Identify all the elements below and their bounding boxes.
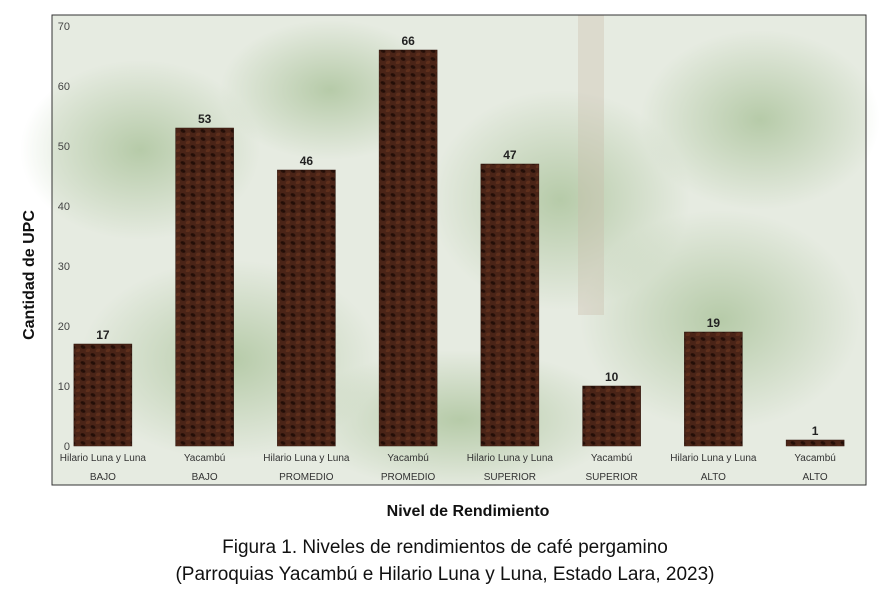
bar [378, 49, 438, 447]
data-label: 47 [503, 148, 517, 162]
x-tick-label-line1: Hilario Luna y Luna [467, 453, 554, 464]
x-tick-label-line2: ALTO [701, 472, 726, 483]
x-tick-label-line2: PROMEDIO [279, 472, 334, 483]
y-axis-ticks: 0 10 20 30 40 50 60 70 [58, 21, 70, 453]
bar [73, 343, 133, 447]
x-tick-label-line1: Hilario Luna y Luna [670, 453, 757, 464]
x-tick-label-line1: Yacambú [794, 453, 836, 464]
x-tick-label-line1: Yacambú [591, 453, 633, 464]
data-label: 1 [812, 424, 819, 438]
figure-caption-line-1: Figura 1. Niveles de rendimientos de caf… [222, 537, 668, 558]
y-tick-label: 0 [64, 441, 70, 453]
bar [175, 127, 234, 447]
x-tick-label-line2: BAJO [90, 472, 116, 483]
x-tick-label-line2: BAJO [192, 472, 218, 483]
x-tick-label-line1: Yacambú [387, 453, 429, 464]
y-tick-label: 40 [58, 201, 70, 213]
data-label: 66 [401, 34, 415, 48]
y-tick-label: 30 [58, 261, 70, 273]
y-tick-label: 10 [58, 381, 70, 393]
plot-background [20, 14, 880, 490]
x-tick-label-line2: SUPERIOR [586, 472, 638, 483]
y-tick-label: 60 [58, 81, 70, 93]
x-axis-ticks: Hilario Luna y Luna BAJO Yacambú BAJO Hilari… [60, 453, 836, 483]
data-label: 17 [96, 328, 110, 342]
figure-caption-line-2: (Parroquias Yacambú e Hilario Luna y Lun… [175, 564, 715, 585]
bar [582, 385, 641, 447]
y-axis-label: Cantidad de UPC [21, 210, 38, 340]
x-tick-label-line1: Yacambú [184, 453, 226, 464]
data-labels: 17 53 46 66 47 10 19 1 [96, 34, 819, 438]
bars [73, 49, 845, 447]
x-tick-label-line2: PROMEDIO [381, 472, 436, 483]
data-label: 10 [605, 370, 619, 384]
bar [684, 331, 743, 447]
data-label: 19 [707, 316, 721, 330]
y-tick-label: 50 [58, 141, 70, 153]
bar [277, 169, 336, 447]
y-tick-label: 70 [58, 21, 70, 33]
data-label: 46 [300, 154, 314, 168]
bar [480, 163, 540, 447]
y-tick-label: 20 [58, 321, 70, 333]
x-tick-label-line1: Hilario Luna y Luna [263, 453, 350, 464]
x-axis-label: Nivel de Rendimiento [387, 503, 550, 520]
x-tick-label-line2: SUPERIOR [484, 472, 536, 483]
x-tick-label-line1: Hilario Luna y Luna [60, 453, 147, 464]
x-tick-label-line2: ALTO [803, 472, 828, 483]
bar [785, 439, 845, 447]
data-label: 53 [198, 112, 212, 126]
